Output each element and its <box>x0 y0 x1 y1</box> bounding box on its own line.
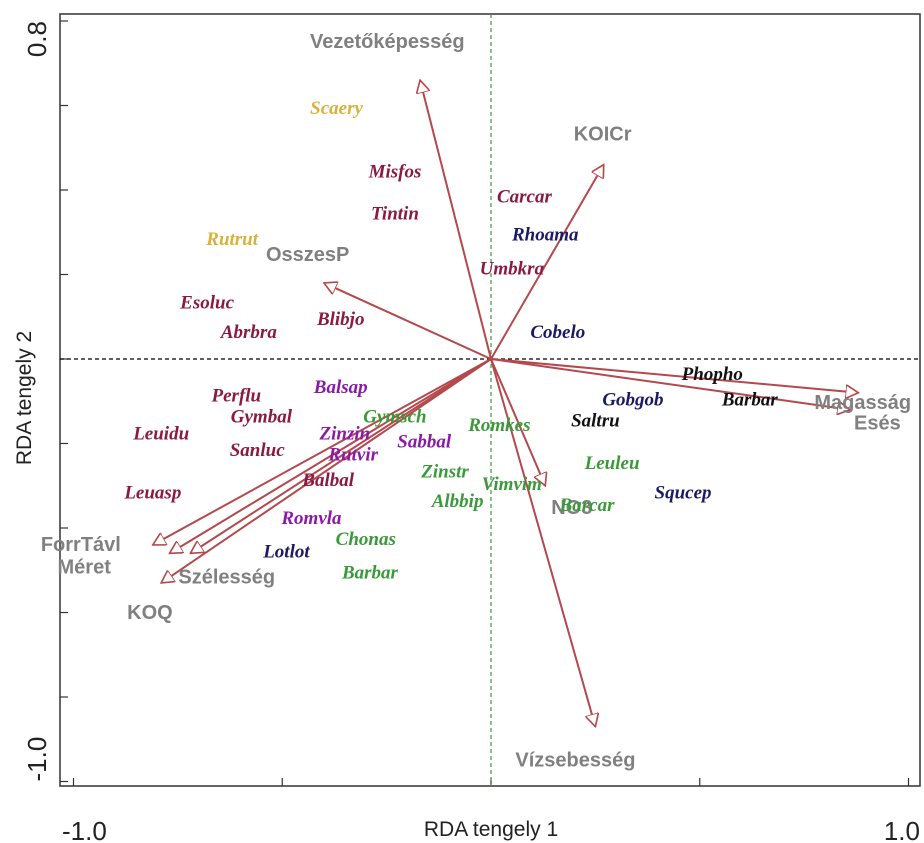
species-label-leuleu-25: Leuleu <box>584 453 640 474</box>
arrow-koq <box>161 358 492 583</box>
species-label-vimvim-28: Vimvim <box>482 474 542 495</box>
species-label-gymsch-17: Gymsch <box>363 406 426 427</box>
species-label-zinstr-26: Zinstr <box>420 461 469 482</box>
y-tick-label-0-8: 0.8 <box>22 21 52 57</box>
species-label-cobelo-10: Cobelo <box>530 322 585 343</box>
species-label-sanluc-23: Sanluc <box>230 440 285 461</box>
env-label-eses: Esés <box>854 413 901 435</box>
species-label-scaery-0: Scaery <box>310 98 363 119</box>
species-label-sabbal-22: Sabbal <box>397 432 452 453</box>
species-label-blibjo-8: Blibjo <box>316 309 365 330</box>
species-label-gymbal-16: Gymbal <box>231 406 293 427</box>
species-label-saltru-19: Saltru <box>571 411 620 432</box>
y-tick-label-1-0: -1.0 <box>22 737 52 782</box>
arrow-meret <box>170 358 492 553</box>
plot-frame <box>59 13 921 787</box>
env-label-vezetokepesseg: Vezetőképesség <box>310 31 465 53</box>
env-label-magassag: Magasság <box>814 392 911 414</box>
env-label-osszesp: OsszesP <box>266 244 349 266</box>
species-label-perflu-13: Perflu <box>211 385 262 406</box>
arrow-forrtavl <box>153 358 492 546</box>
species-label-chonas-34: Chonas <box>336 529 396 550</box>
env-label-koicr: KOICr <box>574 124 632 146</box>
env-label-no3: NO3 <box>551 497 592 519</box>
species-label-carcar-2: Carcar <box>497 187 553 208</box>
x-tick-label-1-0: -1.0 <box>62 816 107 843</box>
env-label-forrtavl: ForrTávl <box>41 534 121 556</box>
arrow-osszesp <box>324 283 492 360</box>
species-labels: Scaery Misfos Carcar Tintin Rhoama Rutrut Umbk… <box>123 98 778 584</box>
arrow-koicr <box>490 165 605 360</box>
species-label-barbar-15: Barbar <box>721 389 779 410</box>
species-label-squcep-29: Squcep <box>655 482 712 503</box>
x-tick-label-1-0: 1.0 <box>884 816 920 843</box>
species-label-leuidu-20: Leuidu <box>132 423 189 444</box>
species-label-rutrut-5: Rutrut <box>205 229 258 250</box>
arrow-no3 <box>490 358 545 486</box>
species-label-abrbra-9: Abrbra <box>220 322 277 343</box>
tick-labels: -1.0 1.0 0.8 -1.0 <box>22 21 920 843</box>
env-label-szelesseg: Szélesség <box>178 566 275 588</box>
species-label-zinzin-21: Zinzin <box>319 423 371 444</box>
species-label-romvla-33: Romvla <box>280 508 342 529</box>
env-label-meret: Méret <box>58 556 112 578</box>
species-label-esoluc-7: Esoluc <box>179 292 234 313</box>
species-label-rhoama-4: Rhoama <box>511 225 579 246</box>
arrow-magassag <box>490 358 858 393</box>
arrow-vizsebesseg <box>490 358 595 727</box>
species-label-albbip-31: Albbip <box>431 491 484 512</box>
environment-arrows <box>153 80 859 726</box>
x-axis-title: RDA tengely 1 <box>424 818 558 841</box>
species-label-barcar-32: Barcar <box>559 495 616 516</box>
species-label-leuasp-30: Leuasp <box>123 482 181 503</box>
species-label-misfos-1: Misfos <box>368 161 422 182</box>
species-label-tintin-3: Tintin <box>371 204 419 225</box>
species-label-barbar-36: Barbar <box>341 563 399 584</box>
species-label-lotlot-35: Lotlot <box>262 542 310 563</box>
species-label-rutvir-24: Rutvir <box>327 444 378 465</box>
species-label-romkes-18: Romkes <box>467 415 530 436</box>
species-label-gobgob-14: Gobgob <box>602 389 663 410</box>
env-label-koq: KOQ <box>127 602 173 624</box>
y-axis-title: RDA tengely 2 <box>13 331 36 465</box>
species-label-phopho-11: Phopho <box>681 364 743 385</box>
species-label-umbkra-6: Umbkra <box>480 259 545 280</box>
arrow-vezetokepesseg <box>420 80 492 360</box>
species-label-balsap-12: Balsap <box>313 377 368 398</box>
species-label-balbal-27: Balbal <box>301 470 354 491</box>
arrow-szelesseg <box>190 358 492 553</box>
env-label-vizsebesseg: Vízsebesség <box>515 750 635 772</box>
arrow-eses <box>490 358 850 410</box>
axis-ticks <box>60 20 910 786</box>
